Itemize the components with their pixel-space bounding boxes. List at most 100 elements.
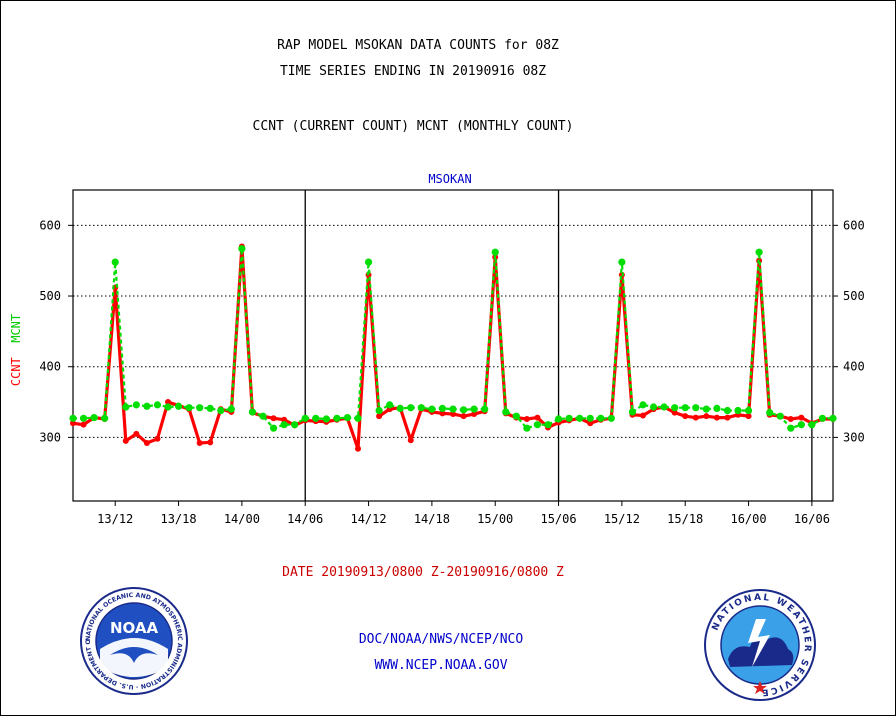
data-point-mcnt bbox=[407, 404, 415, 412]
data-point-mcnt bbox=[322, 415, 330, 423]
data-point-mcnt bbox=[185, 404, 193, 412]
data-point-mcnt bbox=[766, 409, 774, 417]
data-point-mcnt bbox=[481, 405, 489, 413]
data-point-ccnt bbox=[450, 411, 456, 418]
data-point-mcnt bbox=[238, 245, 246, 253]
data-point-mcnt bbox=[354, 414, 362, 422]
data-point-mcnt bbox=[502, 408, 510, 416]
data-point-mcnt bbox=[797, 421, 805, 429]
noaa-logo-icon: NOAA NATIONAL OCEANIC AND ATMOSPHERIC AD… bbox=[80, 587, 188, 695]
data-point-mcnt bbox=[375, 406, 383, 415]
data-point-ccnt bbox=[270, 415, 277, 422]
x-tick-label: 15/12 bbox=[604, 512, 640, 526]
data-point-mcnt bbox=[512, 412, 520, 420]
data-point-mcnt bbox=[69, 414, 77, 422]
data-point-mcnt bbox=[829, 414, 837, 422]
data-point-mcnt bbox=[280, 421, 288, 429]
series-line-mcnt bbox=[73, 247, 833, 430]
data-point-mcnt bbox=[343, 413, 352, 422]
x-tick-label: 14/06 bbox=[287, 512, 323, 526]
data-point-mcnt bbox=[628, 408, 637, 416]
data-point-ccnt bbox=[703, 413, 710, 420]
data-point-mcnt bbox=[565, 414, 573, 422]
y-tick-label-left: 400 bbox=[39, 360, 61, 374]
data-point-ccnt bbox=[798, 414, 805, 421]
chart-subtitle: TIME SERIES ENDING IN 20190916 08Z bbox=[279, 64, 547, 79]
data-point-ccnt bbox=[80, 421, 87, 428]
data-point-ccnt bbox=[376, 413, 383, 420]
data-point-ccnt bbox=[534, 414, 541, 421]
credit-line-2: WWW.NCEP.NOAA.GOV bbox=[374, 658, 508, 673]
data-point-ccnt bbox=[724, 414, 731, 421]
x-tick-label: 16/06 bbox=[794, 512, 830, 526]
data-point-mcnt bbox=[132, 401, 140, 409]
data-point-mcnt bbox=[491, 248, 499, 256]
y-tick-label-right: 500 bbox=[843, 289, 865, 303]
data-point-ccnt bbox=[143, 440, 150, 447]
data-point-ccnt bbox=[133, 430, 140, 437]
data-point-ccnt bbox=[196, 440, 203, 447]
data-point-ccnt bbox=[154, 435, 161, 442]
data-point-ccnt bbox=[122, 437, 129, 444]
data-point-mcnt bbox=[639, 401, 647, 409]
data-point-mcnt bbox=[227, 405, 235, 413]
data-point-mcnt bbox=[576, 414, 584, 422]
data-point-mcnt bbox=[101, 414, 109, 422]
data-point-mcnt bbox=[723, 406, 732, 415]
data-point-ccnt bbox=[439, 410, 446, 417]
data-point-mcnt bbox=[586, 414, 594, 422]
y-tick-label-right: 300 bbox=[843, 430, 865, 444]
x-tick-label: 14/18 bbox=[414, 512, 450, 526]
data-point-mcnt bbox=[607, 414, 615, 422]
data-point-mcnt bbox=[174, 402, 183, 410]
data-point-ccnt bbox=[787, 416, 794, 423]
y-tick-label-right: 600 bbox=[843, 218, 865, 232]
data-point-ccnt bbox=[640, 412, 646, 419]
credit-line-1: DOC/NOAA/NWS/NCEP/NCO bbox=[358, 632, 524, 647]
data-point-mcnt bbox=[153, 401, 162, 409]
data-point-mcnt bbox=[660, 403, 668, 411]
data-point-ccnt bbox=[471, 411, 478, 418]
data-point-mcnt bbox=[470, 405, 478, 413]
data-point-mcnt bbox=[787, 424, 795, 432]
x-tick-label: 14/12 bbox=[350, 512, 386, 526]
data-point-mcnt bbox=[90, 413, 98, 422]
x-tick-label: 15/00 bbox=[477, 512, 513, 526]
data-point-mcnt bbox=[438, 404, 447, 413]
y-tick-label-left: 300 bbox=[39, 430, 61, 444]
data-point-ccnt bbox=[745, 413, 752, 420]
data-point-mcnt bbox=[818, 414, 827, 422]
data-point-mcnt bbox=[449, 405, 457, 413]
series-description: CCNT (CURRENT COUNT) MCNT (MONTHLY COUNT… bbox=[252, 119, 574, 134]
y-tick-label-right: 400 bbox=[843, 360, 865, 374]
x-tick-label: 15/06 bbox=[540, 512, 576, 526]
y-tick-label-left: 600 bbox=[39, 218, 61, 232]
noaa-logo-text: NOAA bbox=[110, 619, 159, 637]
nws-logo-icon: NATIONAL WEATHER SERVICE bbox=[704, 589, 816, 701]
data-point-mcnt bbox=[649, 403, 658, 411]
x-tick-label: 14/00 bbox=[224, 512, 260, 526]
data-point-ccnt bbox=[407, 437, 414, 444]
data-point-mcnt bbox=[259, 412, 267, 420]
data-point-mcnt bbox=[459, 406, 468, 414]
data-point-mcnt bbox=[269, 424, 278, 432]
data-point-ccnt bbox=[355, 445, 361, 452]
data-point-mcnt bbox=[364, 258, 373, 266]
data-point-ccnt bbox=[713, 414, 720, 421]
data-point-mcnt bbox=[713, 404, 721, 413]
data-point-mcnt bbox=[396, 404, 404, 413]
x-axis-label: DATE 20190913/0800 Z-20190916/0800 Z bbox=[282, 565, 564, 580]
data-point-ccnt bbox=[692, 414, 699, 421]
data-point-mcnt bbox=[217, 406, 225, 415]
data-point-mcnt bbox=[776, 412, 784, 420]
data-point-ccnt bbox=[207, 439, 214, 446]
data-point-mcnt bbox=[533, 421, 542, 429]
data-point-mcnt bbox=[744, 406, 753, 415]
data-point-mcnt bbox=[291, 421, 299, 429]
data-point-mcnt bbox=[143, 402, 151, 410]
data-point-mcnt bbox=[428, 405, 436, 413]
data-point-mcnt bbox=[671, 404, 679, 412]
data-point-mcnt bbox=[523, 424, 531, 432]
data-point-mcnt bbox=[808, 421, 816, 429]
data-point-ccnt bbox=[671, 409, 678, 416]
